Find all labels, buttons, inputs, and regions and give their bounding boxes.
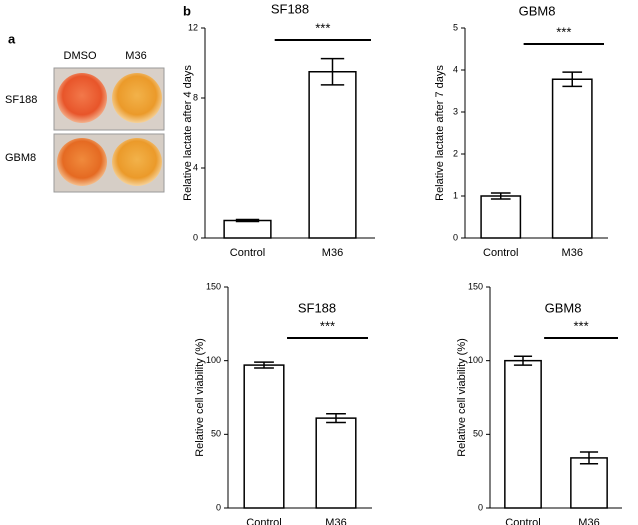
y-axis-label: Relative lactate after 4 days [182, 65, 194, 201]
error-bar [513, 355, 533, 366]
y-tick-label: 1 [453, 190, 458, 200]
bar [570, 457, 608, 509]
x-tick-label: M36 [322, 247, 343, 259]
y-tick-label: 3 [453, 106, 458, 116]
y-tick-label: 0 [453, 232, 458, 242]
bar [504, 359, 542, 509]
bar [308, 71, 357, 239]
y-axis-label: Relative cell viability (%) [456, 338, 468, 457]
significance-label: *** [315, 20, 330, 35]
x-tick-label: Control [246, 517, 281, 525]
x-tick-label: Control [230, 247, 265, 259]
y-tick-label: 100 [468, 355, 483, 365]
bar [243, 364, 285, 509]
significance-label: *** [320, 318, 335, 333]
y-tick-label: 5 [453, 22, 458, 32]
x-tick-label: M36 [562, 247, 583, 259]
y-tick-label: 12 [188, 22, 198, 32]
y-tick-label: 4 [193, 162, 198, 172]
error-bar [490, 192, 511, 200]
chart-title: SF188 [271, 1, 309, 16]
x-tick-label: Control [483, 247, 518, 259]
panel-label: a [8, 31, 16, 46]
photo-row-label: SF188 [5, 94, 37, 106]
x-tick-label: M36 [578, 517, 599, 525]
error-bar [235, 218, 260, 223]
y-tick-label: 150 [468, 281, 483, 291]
significance-label: *** [573, 318, 588, 333]
y-tick-label: 0 [478, 502, 483, 512]
chart-title: GBM8 [519, 3, 556, 18]
y-tick-label: 150 [206, 281, 221, 291]
y-axis-label: Relative cell viability (%) [194, 338, 206, 457]
y-tick-label: 0 [216, 502, 221, 512]
error-bar [326, 412, 346, 424]
y-tick-label: 50 [473, 429, 483, 439]
panel-label: b [183, 3, 191, 18]
bar [223, 219, 272, 239]
photo-column-label: DMSO [64, 50, 97, 62]
bar [315, 417, 357, 509]
bar [480, 195, 522, 239]
bar [551, 78, 593, 239]
y-axis-label: Relative lactate after 7 days [434, 65, 446, 201]
y-tick-label: 50 [211, 429, 221, 439]
chart-title: GBM8 [545, 300, 582, 315]
y-tick-label: 0 [193, 232, 198, 242]
error-bar [254, 361, 274, 369]
well-photo [53, 67, 165, 193]
y-tick-label: 4 [453, 64, 458, 74]
y-tick-label: 2 [453, 148, 458, 158]
y-tick-label: 100 [206, 355, 221, 365]
significance-label: *** [556, 24, 571, 39]
photo-row-label: GBM8 [5, 152, 36, 164]
photo-column-label: M36 [125, 50, 146, 62]
error-bar [579, 451, 599, 465]
chart-title: SF188 [298, 300, 336, 315]
y-tick-label: 8 [193, 92, 198, 102]
error-bar [320, 57, 345, 86]
x-tick-label: M36 [325, 517, 346, 525]
x-tick-label: Control [505, 517, 540, 525]
error-bar [562, 71, 583, 88]
